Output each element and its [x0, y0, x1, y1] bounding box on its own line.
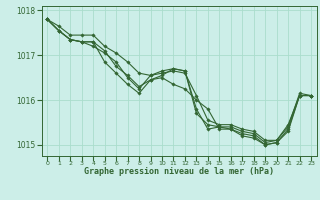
X-axis label: Graphe pression niveau de la mer (hPa): Graphe pression niveau de la mer (hPa)	[84, 167, 274, 176]
